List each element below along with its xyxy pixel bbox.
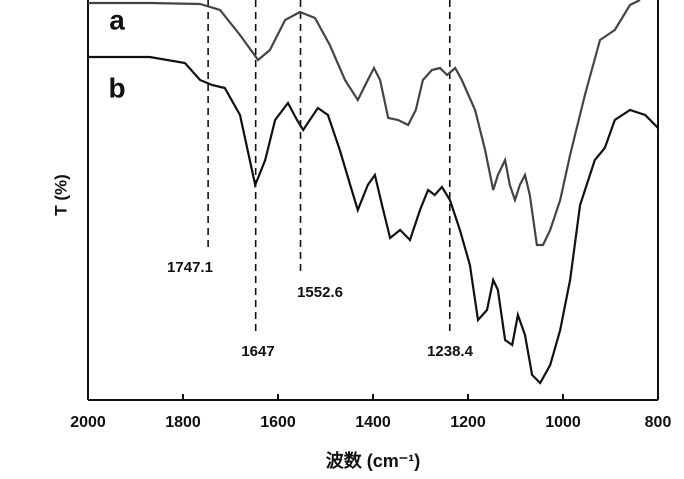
x-axis-label: 波数 (cm⁻¹) — [326, 450, 421, 471]
annotation-label: 1647 — [241, 343, 274, 360]
x-tick-label: 1000 — [545, 414, 581, 431]
x-tick-label: 800 — [645, 414, 672, 431]
x-tick-label: 2000 — [70, 414, 106, 431]
y-axis-label: T (%) — [51, 174, 70, 216]
series-label: b — [108, 72, 125, 103]
annotation-label: 1238.4 — [427, 343, 474, 360]
series-line — [88, 0, 641, 247]
annotation-label: 1747.1 — [167, 259, 213, 276]
series-line — [88, 55, 658, 385]
series-label: a — [109, 4, 125, 35]
x-tick-label: 1200 — [450, 414, 486, 431]
x-tick-label: 1600 — [260, 414, 296, 431]
x-tick-label: 1400 — [355, 414, 391, 431]
annotation-label: 1552.6 — [297, 284, 343, 301]
x-tick-label: 1800 — [165, 414, 201, 431]
